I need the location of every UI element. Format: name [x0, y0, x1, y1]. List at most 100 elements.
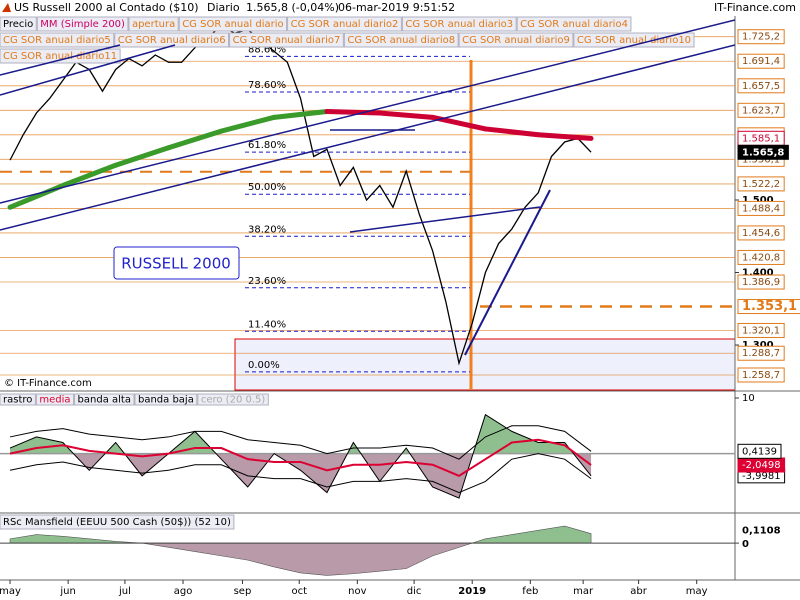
legend-box [35, 393, 75, 406]
price-line [9, 25, 592, 366]
level-label-box [737, 274, 785, 290]
ma-segment [377, 110, 436, 120]
level-label: 1.386,9 [742, 277, 780, 288]
legend-box [134, 393, 198, 406]
header-icon [2, 3, 11, 12]
rs-area [9, 543, 592, 576]
x-tick-label: dic [407, 586, 422, 597]
legend-box [0, 16, 37, 32]
x-tick-label: may [686, 586, 708, 597]
y-tick-label: 1.500 [742, 195, 774, 206]
level-label: 1.657,5 [742, 81, 780, 92]
header-site: IT-Finance.com [714, 1, 796, 14]
legend-entry: CG SOR anual diario10 [577, 35, 691, 46]
red-box [234, 338, 736, 391]
x-tick-label: ago [174, 586, 193, 597]
y-tick-label: 1.400 [742, 268, 774, 279]
legend-entry: CG SOR anual diario8 [347, 35, 455, 46]
trend-lines [0, 19, 735, 356]
legend-entry: CG SOR anual diario11 [3, 51, 117, 62]
legend-box [401, 16, 517, 32]
level-label: 1.320,1 [742, 325, 780, 336]
ma-segment [113, 145, 171, 168]
legend-entry: Precio [3, 19, 33, 30]
y-tick-label: 10 [742, 393, 755, 404]
legend-box [343, 32, 459, 48]
level-label: 1.420,8 [742, 252, 780, 263]
ma-segment [535, 132, 594, 141]
level-label-box [737, 322, 785, 338]
legend-box [0, 393, 36, 406]
plot-layer: 88.60% 78.60% 61.80% 50.00% 38.20% 23.60% 11.4… [0, 16, 800, 597]
fib-label: 23.60% [248, 276, 286, 287]
level-label: 1.522,2 [742, 179, 780, 190]
price-label: 1.565,8 [742, 147, 784, 158]
price-label-box [737, 144, 789, 160]
legend-entry: CG SOR anual diario5 [3, 35, 111, 46]
x-tick-label: feb [522, 586, 538, 597]
legend-entry: MM (Simple 200) [40, 19, 125, 30]
ma-segment [271, 109, 330, 120]
legend-box [229, 32, 344, 48]
osc-line [9, 425, 592, 460]
ma-label: 1.585,1 [742, 133, 780, 144]
x-tick-label: mar [573, 586, 594, 597]
level-label-box [737, 102, 785, 118]
legend-entry: apertura [132, 19, 175, 30]
trend-line [464, 189, 551, 356]
x-tick-label: 2019 [458, 586, 486, 597]
legend-entry: rastro [3, 395, 32, 406]
legend-entry: CG SOR anual diario3 [405, 19, 513, 30]
level-label-box [737, 345, 785, 361]
value-label: 0,1108 [742, 526, 781, 537]
panel-title-box [0, 514, 235, 530]
legend-entry: media [39, 395, 70, 406]
level-label-box [737, 176, 785, 192]
copyright: © IT-Finance.com [4, 378, 92, 389]
annotation: RUSSELL 2000 [121, 255, 231, 273]
ma-segment [482, 126, 541, 138]
ma-segment [165, 128, 224, 151]
level-label: 1.691,4 [742, 56, 780, 67]
trend-line [349, 206, 541, 233]
x-tick-label: may [0, 586, 21, 597]
legend-entry: CG SOR anual diario [182, 19, 283, 30]
trend-line [0, 44, 176, 96]
level-label: 1.288,7 [742, 348, 780, 359]
fib-label: 88.60% [248, 44, 286, 55]
level-label: 1.623,7 [742, 105, 780, 116]
level-label: 1.488,4 [742, 203, 780, 214]
ma-segment [324, 109, 383, 116]
value-label: -2,0498 [742, 460, 781, 471]
value-label: 0,4139 [742, 446, 777, 457]
value-label: -3,9981 [742, 471, 781, 482]
x-tick-label: oct [291, 586, 307, 597]
x-tick-label: nov [348, 586, 366, 597]
legend-box [573, 32, 695, 48]
header-bar [0, 0, 800, 16]
level-label: 1.454,6 [742, 228, 780, 239]
rs-area [9, 525, 592, 544]
legend-box [114, 32, 230, 48]
fib-label: 38.20% [248, 224, 286, 235]
y-tick-label: 0 [742, 539, 749, 550]
trend-line [0, 19, 735, 204]
level-label-box [737, 249, 785, 265]
level-label-box [737, 225, 785, 241]
trend-line [0, 44, 121, 76]
osc-line [9, 453, 592, 494]
y-tick-label: 1.300 [742, 340, 774, 351]
trend-line [0, 44, 735, 231]
legend-entry: cero (20 0.5) [201, 395, 266, 406]
level-label-box [737, 53, 785, 69]
x-tick-label: jun [59, 586, 75, 597]
legend-box [458, 32, 574, 48]
legend-box [128, 16, 179, 32]
header-period: Diario [207, 1, 240, 14]
level-label-box [737, 29, 785, 45]
legend-box [178, 16, 288, 32]
level-label-box [737, 78, 785, 94]
fib-label: 78.60% [248, 80, 286, 91]
header-quote: 1.565,8 (-0,04%) [246, 1, 339, 14]
